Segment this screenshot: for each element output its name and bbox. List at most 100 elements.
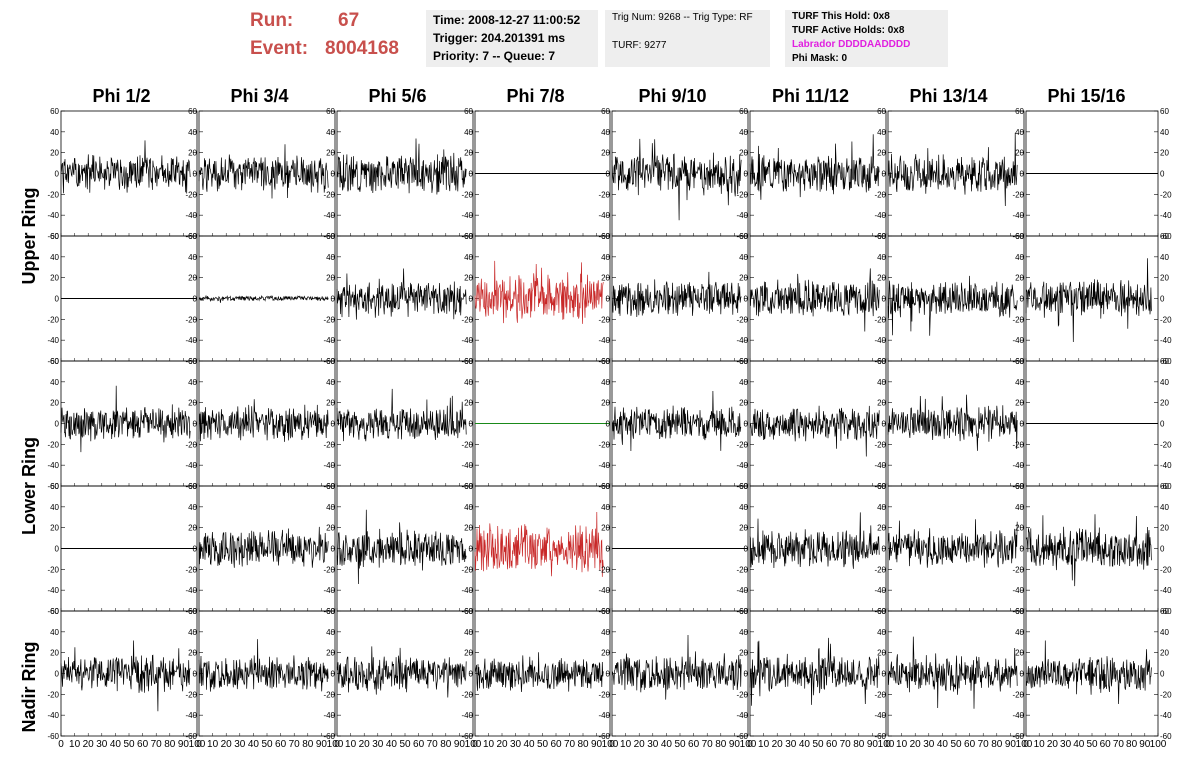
y-tick-label: 0 bbox=[55, 420, 60, 429]
y-tick-label: 0 bbox=[55, 295, 60, 304]
y-tick-label: -20 bbox=[736, 315, 748, 324]
x-tick-label: 10 bbox=[758, 739, 770, 750]
y-tick-label: 0 bbox=[744, 295, 749, 304]
x-tick-label: 80 bbox=[164, 739, 176, 750]
x-tick-label: 50 bbox=[537, 739, 549, 750]
y-tick-label: -20 bbox=[1012, 565, 1024, 574]
x-tick-label: 50 bbox=[261, 739, 273, 750]
y-tick-label: 60 bbox=[1160, 232, 1169, 241]
y-tick-label: -60 bbox=[736, 232, 748, 241]
y-tick-label: -40 bbox=[47, 711, 59, 720]
y-tick-label: -60 bbox=[461, 357, 473, 366]
x-tick-label: 30 bbox=[372, 739, 384, 750]
x-tick-label: 40 bbox=[110, 739, 122, 750]
y-tick-label: -40 bbox=[1160, 336, 1172, 345]
x-tick-label: 30 bbox=[1060, 739, 1072, 750]
y-tick-label: 40 bbox=[1160, 378, 1169, 387]
y-tick-label: 0 bbox=[744, 545, 749, 554]
y-tick-label: 60 bbox=[739, 607, 748, 616]
y-tick-label: 60 bbox=[877, 607, 886, 616]
y-tick-label: 60 bbox=[50, 607, 59, 616]
y-tick-label: 60 bbox=[877, 232, 886, 241]
y-tick-label: -60 bbox=[185, 732, 197, 741]
x-tick-label: 0 bbox=[472, 739, 478, 750]
y-tick-label: 20 bbox=[877, 524, 886, 533]
y-tick-label: -20 bbox=[47, 190, 59, 199]
waveform-trace bbox=[198, 294, 329, 303]
x-tick-label: 10 bbox=[896, 739, 908, 750]
y-tick-label: 60 bbox=[739, 482, 748, 491]
y-tick-label: 60 bbox=[50, 482, 59, 491]
y-tick-label: -40 bbox=[185, 461, 197, 470]
y-tick-label: 0 bbox=[882, 420, 887, 429]
y-tick-label: -60 bbox=[1160, 482, 1172, 491]
y-tick-label: -20 bbox=[47, 440, 59, 449]
event-value: 8004168 bbox=[325, 38, 399, 59]
y-tick-label: -40 bbox=[874, 211, 886, 220]
y-tick-label: 20 bbox=[1160, 524, 1169, 533]
y-tick-label: 40 bbox=[188, 378, 197, 387]
y-tick-label: 0 bbox=[744, 420, 749, 429]
x-tick-label: 100 bbox=[189, 739, 206, 750]
x-tick-label: 70 bbox=[702, 739, 714, 750]
y-tick-label: -20 bbox=[323, 440, 335, 449]
y-tick-label: -20 bbox=[1160, 440, 1172, 449]
y-tick-label: 20 bbox=[601, 149, 610, 158]
y-tick-label: 0 bbox=[606, 545, 611, 554]
y-tick-label: 40 bbox=[1015, 253, 1024, 262]
y-tick-label: -60 bbox=[736, 357, 748, 366]
y-tick-label: 40 bbox=[1015, 128, 1024, 137]
waveform-trace bbox=[887, 636, 1018, 709]
y-tick-label: 60 bbox=[464, 232, 473, 241]
y-tick-label: 40 bbox=[1160, 253, 1169, 262]
y-tick-label: 0 bbox=[469, 670, 474, 679]
y-tick-label: -60 bbox=[185, 607, 197, 616]
y-tick-label: -40 bbox=[323, 211, 335, 220]
x-tick-label: 40 bbox=[248, 739, 260, 750]
y-tick-label: 40 bbox=[50, 253, 59, 262]
y-tick-label: 60 bbox=[601, 357, 610, 366]
y-tick-label: -20 bbox=[598, 565, 610, 574]
y-tick-label: -60 bbox=[185, 357, 197, 366]
y-tick-label: -20 bbox=[1160, 315, 1172, 324]
waveform-trace bbox=[1025, 514, 1152, 587]
y-tick-label: -60 bbox=[47, 232, 59, 241]
y-tick-label: 20 bbox=[188, 649, 197, 658]
y-tick-label: 60 bbox=[326, 232, 335, 241]
y-tick-label: -20 bbox=[1012, 440, 1024, 449]
event-label: Event: bbox=[250, 38, 309, 59]
y-tick-label: 60 bbox=[1015, 232, 1024, 241]
y-tick-label: 20 bbox=[739, 649, 748, 658]
y-tick-label: 20 bbox=[601, 274, 610, 283]
y-tick-label: 40 bbox=[877, 253, 886, 262]
y-tick-label: 0 bbox=[331, 420, 336, 429]
y-tick-label: 40 bbox=[1160, 128, 1169, 137]
y-tick-label: 0 bbox=[55, 545, 60, 554]
y-tick-label: -20 bbox=[47, 565, 59, 574]
y-tick-label: 20 bbox=[188, 524, 197, 533]
y-tick-label: -60 bbox=[1160, 232, 1172, 241]
trigger-text: Trigger: 204.201391 ms bbox=[433, 31, 566, 45]
x-tick-label: 50 bbox=[123, 739, 135, 750]
y-tick-label: -20 bbox=[185, 565, 197, 574]
y-tick-label: 40 bbox=[601, 378, 610, 387]
y-tick-label: -40 bbox=[323, 336, 335, 345]
y-tick-label: -20 bbox=[1160, 690, 1172, 699]
waveform-trace bbox=[60, 385, 191, 453]
y-tick-label: -60 bbox=[1160, 607, 1172, 616]
y-tick-label: 40 bbox=[464, 628, 473, 637]
y-tick-label: 60 bbox=[1015, 482, 1024, 491]
y-tick-label: 0 bbox=[1020, 170, 1025, 179]
x-tick-label: 0 bbox=[1023, 739, 1029, 750]
y-tick-label: 60 bbox=[601, 607, 610, 616]
y-tick-label: -60 bbox=[323, 357, 335, 366]
y-tick-label: 40 bbox=[50, 628, 59, 637]
x-tick-label: 90 bbox=[729, 739, 741, 750]
y-tick-label: -40 bbox=[47, 461, 59, 470]
x-tick-label: 70 bbox=[564, 739, 576, 750]
y-tick-label: -40 bbox=[1160, 461, 1172, 470]
y-tick-label: 40 bbox=[50, 128, 59, 137]
x-tick-label: 80 bbox=[1126, 739, 1138, 750]
y-tick-label: -20 bbox=[185, 315, 197, 324]
y-tick-label: -40 bbox=[598, 211, 610, 220]
